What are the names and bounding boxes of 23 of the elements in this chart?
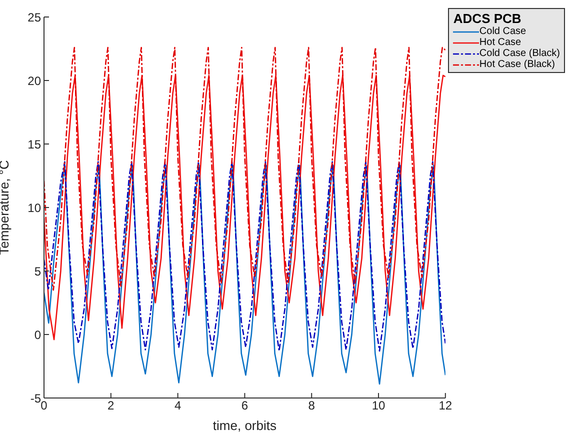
- y-tick-label: 0: [34, 328, 42, 342]
- legend-label: Cold Case: [479, 26, 526, 37]
- y-tick-label: 15: [28, 137, 42, 152]
- line-series: [44, 74, 446, 340]
- line-series: [44, 164, 446, 385]
- x-axis-title: time, orbits: [212, 418, 277, 433]
- x-tick-label: 8: [308, 398, 316, 413]
- legend-label: Cold Case (Black): [479, 48, 560, 59]
- x-tick-label: 12: [438, 398, 452, 413]
- x-tick-label: 4: [174, 398, 182, 413]
- line-series: [44, 46, 446, 291]
- y-tick-label: 10: [28, 200, 42, 215]
- x-tick-label: 6: [241, 398, 248, 413]
- x-tick-label: 10: [372, 398, 386, 413]
- legend-label: Hot Case: [479, 37, 522, 48]
- x-tick-label: 2: [108, 398, 115, 413]
- legend-label: Hot Case (Black): [479, 59, 555, 70]
- y-tick-label: 20: [28, 74, 42, 88]
- legend-title: ADCS PCB: [453, 11, 522, 26]
- line-series: [44, 161, 446, 352]
- y-tick-label: 25: [28, 10, 42, 24]
- y-tick-label: 5: [34, 264, 42, 278]
- y-tick-label: -5: [30, 391, 42, 406]
